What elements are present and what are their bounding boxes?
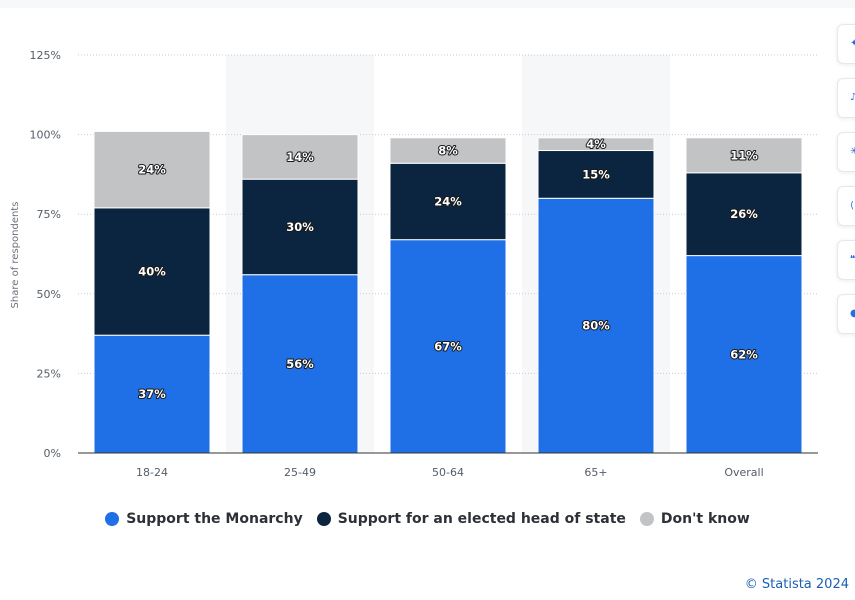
legend-item[interactable]: Support the Monarchy bbox=[105, 511, 303, 527]
bar-65+-series-2[interactable] bbox=[537, 137, 655, 152]
bar-65+-series-0[interactable] bbox=[537, 197, 655, 454]
bar-Overall-series-1[interactable] bbox=[685, 172, 803, 257]
bell-icon: ♪ bbox=[850, 93, 855, 103]
bar-50-64-series-1[interactable] bbox=[389, 162, 507, 241]
data-label: 40% bbox=[138, 265, 166, 279]
data-label: 62% bbox=[730, 347, 758, 361]
legend-dot-icon bbox=[316, 512, 331, 526]
toolbar-button[interactable]: ✦ bbox=[837, 24, 855, 64]
y-tick-label: 0% bbox=[44, 447, 61, 460]
bar-65+-series-1[interactable] bbox=[537, 150, 655, 199]
toolbar-button[interactable]: ✳ bbox=[837, 132, 855, 172]
print-icon: ● bbox=[850, 309, 855, 319]
bar-25-49-series-1[interactable] bbox=[241, 178, 359, 276]
toolbar-button[interactable]: ❝ bbox=[837, 240, 855, 280]
x-tick-label: 65+ bbox=[584, 466, 607, 479]
toolbar-button[interactable]: ● bbox=[837, 294, 855, 334]
y-tick-label: 25% bbox=[37, 367, 61, 380]
star-icon: ✦ bbox=[850, 39, 855, 49]
bars bbox=[93, 130, 803, 454]
x-axis-ticks: 18-24 25-49 50-64 65+ Overall bbox=[136, 466, 764, 479]
y-tick-label: 75% bbox=[37, 208, 61, 221]
legend-label: Support for an elected head of state bbox=[337, 511, 626, 527]
legend: Support the Monarchy Support for an elect… bbox=[0, 508, 855, 530]
data-label: 24% bbox=[434, 194, 462, 208]
data-label: 8% bbox=[438, 144, 458, 158]
statista-credit-link[interactable]: © Statista 2024 bbox=[744, 577, 849, 592]
share-icon: ⟨ bbox=[850, 201, 854, 211]
data-labels: 37% 40% 24% 56% 30% 14% 67% 24% 8% 80% 15% 4% 62% 26%… bbox=[137, 136, 759, 402]
toolbar-button[interactable]: ♪ bbox=[837, 78, 855, 118]
legend-dot-icon bbox=[639, 512, 654, 526]
data-label: 56% bbox=[286, 357, 314, 371]
data-label: 80% bbox=[582, 319, 610, 333]
data-label: 67% bbox=[434, 339, 462, 353]
data-label: 4% bbox=[586, 137, 606, 151]
bar-Overall-series-2[interactable] bbox=[685, 137, 803, 174]
y-tick-label: 125% bbox=[30, 49, 61, 62]
top-strip bbox=[0, 0, 855, 8]
legend-dot-icon bbox=[105, 512, 120, 526]
legend-item[interactable]: Don't know bbox=[639, 511, 750, 527]
data-label: 37% bbox=[138, 387, 166, 401]
bar-18-24-series-1[interactable] bbox=[93, 207, 211, 336]
quote-icon: ❝ bbox=[850, 255, 855, 265]
x-tick-label: Overall bbox=[724, 466, 763, 479]
settings-icon: ✳ bbox=[850, 147, 855, 157]
bar-25-49-series-0[interactable] bbox=[241, 274, 359, 454]
data-label: 26% bbox=[730, 207, 758, 221]
data-label: 24% bbox=[138, 163, 166, 177]
stacked-bar-chart: 0% 25% 50% 75% 100% 125% Share of respondents… bbox=[10, 49, 818, 479]
legend-label: Don't know bbox=[660, 511, 750, 527]
x-tick-label: 25-49 bbox=[284, 466, 316, 479]
bar-18-24-series-2[interactable] bbox=[93, 130, 211, 209]
data-label: 30% bbox=[286, 220, 314, 234]
y-axis-ticks: 0% 25% 50% 75% 100% 125% bbox=[30, 49, 61, 460]
legend-label: Support the Monarchy bbox=[126, 511, 303, 527]
bar-Overall-series-0[interactable] bbox=[685, 255, 803, 454]
toolbar-button[interactable]: ⟨ bbox=[837, 186, 855, 226]
bar-25-49-series-2[interactable] bbox=[241, 134, 359, 180]
bar-50-64-series-2[interactable] bbox=[389, 137, 507, 164]
legend-item[interactable]: Support for an elected head of state bbox=[316, 511, 626, 527]
bar-50-64-series-0[interactable] bbox=[389, 239, 507, 454]
y-tick-label: 100% bbox=[30, 129, 61, 142]
data-label: 15% bbox=[582, 167, 610, 181]
y-tick-label: 50% bbox=[37, 288, 61, 301]
x-tick-label: 18-24 bbox=[136, 466, 168, 479]
data-label: 11% bbox=[730, 148, 758, 162]
y-axis-label: Share of respondents bbox=[10, 202, 21, 309]
data-label: 14% bbox=[286, 150, 314, 164]
x-tick-label: 50-64 bbox=[432, 466, 464, 479]
